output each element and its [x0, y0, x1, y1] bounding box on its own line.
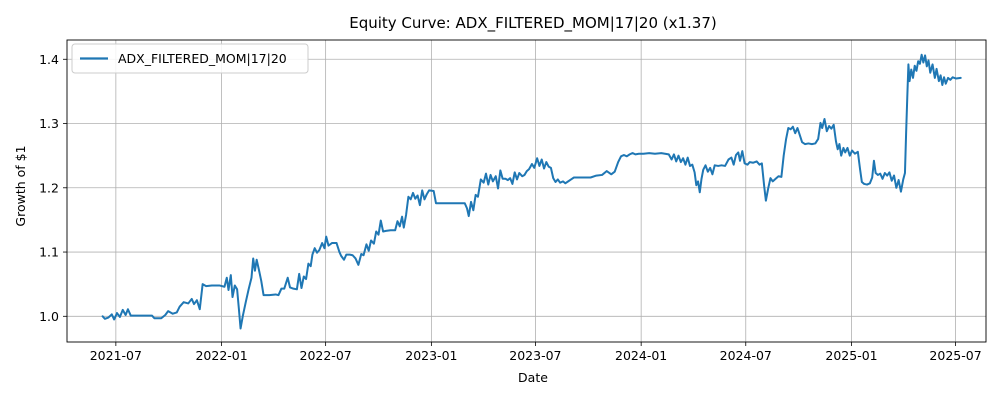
axes-frame	[66, 39, 987, 343]
x-tick-label: 2024-01	[615, 348, 667, 363]
x-tick-label: 2024-07	[720, 348, 772, 363]
x-tick-label: 2022-07	[300, 348, 352, 363]
series-line-adx-filtered-mom	[101, 53, 962, 330]
x-tick-label: 2022-01	[195, 348, 247, 363]
y-tick-label: 1.3	[39, 116, 59, 131]
x-axis-ticks: 2021-07 2022-01 2022-07 2023-01 2023-07 2024-…	[90, 342, 982, 363]
legend-entry-label: ADX_FILTERED_MOM|17|20	[118, 51, 287, 66]
y-axis-label: Growth of $1	[13, 145, 28, 226]
x-tick-label: 2023-01	[405, 348, 457, 363]
x-tick-label: 2023-07	[509, 348, 561, 363]
legend-box	[71, 43, 309, 74]
chart-title: Equity Curve: ADX_FILTERED_MOM|17|20 (x1…	[349, 14, 717, 33]
grid	[67, 40, 986, 342]
x-tick-label: 2021-07	[90, 348, 142, 363]
y-tick-label: 1.2	[39, 180, 59, 195]
y-tick-label: 1.4	[39, 52, 59, 67]
x-tick-label: 2025-07	[929, 348, 981, 363]
plot-area	[101, 53, 962, 330]
x-tick-label: 2025-01	[825, 348, 877, 363]
y-tick-label: 1.0	[39, 309, 59, 324]
y-tick-label: 1.1	[39, 245, 59, 260]
y-axis-ticks: 1.0 1.1 1.2 1.3 1.4	[39, 52, 67, 324]
x-axis-label: Date	[518, 370, 548, 385]
legend: ADX_FILTERED_MOM|17|20	[71, 43, 309, 74]
